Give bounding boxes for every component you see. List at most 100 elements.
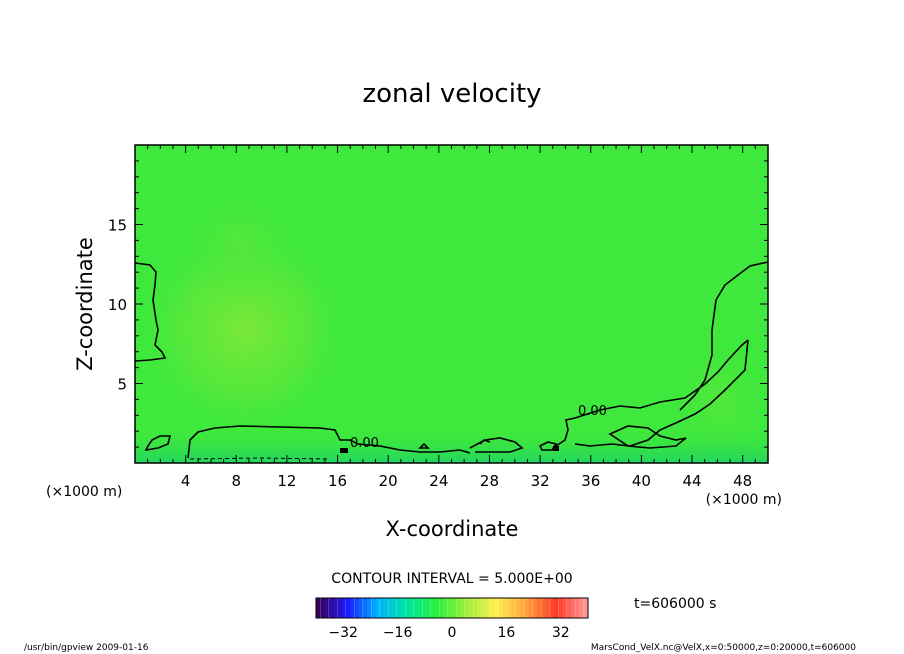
time-label: t=606000 s [634,596,716,612]
colorbar-segment [511,598,517,618]
colorbar-segment [481,598,487,618]
colorbar-segment [579,598,585,618]
y-tick-label: 5 [117,376,127,394]
x-tick-label: 8 [232,472,242,490]
colorbar-segment [443,598,449,618]
colorbar-segment [498,598,504,618]
colorbar-segment [473,598,478,618]
colorbar-segment [503,598,508,618]
x-tick-label: 32 [531,472,550,490]
colorbar-segment [324,598,330,618]
y-axis-title: Z-coordinate [73,237,97,371]
x-axis-title: X-coordinate [386,517,519,541]
y-tick-label: 15 [108,217,127,235]
colorbar-segment [460,598,466,618]
colorbar-segment [494,598,500,618]
colorbar-segment [413,598,419,618]
colorbar-segment [575,598,580,618]
x-tick-label: 36 [581,472,600,490]
contour-surface-small3 [418,442,430,449]
colorbar-segment [507,598,512,618]
x-unit-label: (×1000 m) [706,492,782,508]
x-tick-label: 12 [277,472,296,490]
colorbar-segment [405,598,410,618]
colorbar-segment [375,598,381,618]
contour-surface-mid [469,437,524,453]
colorbar-segment [337,598,342,618]
colorbar-segment [426,598,432,618]
contour-right-top [679,261,768,411]
positive-velocity-blob-upper [170,180,310,300]
colorbar-segment [486,598,491,618]
colorbar-segment [328,598,334,618]
colorbar-segment [401,598,406,618]
colorbar-segment [367,598,372,618]
colorbar-segment [320,598,325,618]
colorbar-tick-label: 32 [552,625,570,641]
colorbar-segment [541,598,546,618]
colorbar-segment [515,598,521,618]
contour-label-right: 0.00 [578,404,607,419]
colorbar-segment [532,598,538,618]
colorbar-segment [558,598,563,618]
surface-contour-spot2 [553,446,559,451]
contour-label-left: 0.00 [350,436,379,451]
x-tick-label: 48 [733,472,752,490]
contour-interval: CONTOUR INTERVAL = 5.000E+00 [331,571,572,587]
negative-contour-lines [189,457,331,460]
colorbar-segment [362,598,368,618]
x-tick-label: 20 [379,472,398,490]
y-tick-label: 10 [108,296,127,314]
colorbar-segment [537,598,542,618]
colorbar-segment [316,598,321,618]
x-tick-label: 4 [181,472,191,490]
colorbar-segment [371,598,376,618]
colorbar-segment [388,598,393,618]
colorbar-segment [430,598,436,618]
colorbar-segment [452,598,457,618]
colorbar-segment [520,598,525,618]
colorbar-segment [418,598,423,618]
colorbar-segment [566,598,572,618]
colorbar-segment [447,598,453,618]
x-tick-label: 16 [328,472,347,490]
contour-surface-small2 [479,439,491,445]
contour-right-upper [574,339,749,447]
contour-surface-main [187,425,471,459]
colorbar-frame [315,597,589,619]
colorbar-segment [422,598,427,618]
colorbar-segment [477,598,483,618]
colorbar-segment [456,598,461,618]
colorbar-segment [571,598,576,618]
footer-right: MarsCond_VelX.nc@VelX,x=0:50000,z=0:2000… [591,643,856,653]
x-tick-label: 24 [429,472,448,490]
colorbar-segment [524,598,529,618]
colorbar-segment [384,598,389,618]
colorbar-segment [396,598,402,618]
chart-title: zonal velocity [362,79,541,109]
contour-right-rise [555,339,749,447]
y-axis-ticks: 5 10 15 [108,160,768,448]
colorbar-ticks: −32 −16 0 16 32 [328,625,569,641]
colorbar-segment [354,598,359,618]
colorbar-tick-label: 0 [448,625,457,641]
colorbar-segment [435,598,440,618]
colorbar-segment [554,598,559,618]
colorbar-segment [333,598,338,618]
colorbar-segment [562,598,568,618]
colorbar [316,598,589,618]
plot-area [135,145,768,463]
colorbar-segment [490,598,495,618]
colorbar-segment [409,598,415,618]
x-tick-label: 44 [682,472,701,490]
near-surface-negative-strip [135,428,768,463]
colorbar-segment [583,598,589,618]
colorbar-segment [545,598,551,618]
colorbar-segment [350,598,355,618]
colorbar-segment [528,598,534,618]
surface-contour-spot [340,448,348,453]
colorbar-tick-label: 16 [497,625,515,641]
colorbar-tick-label: −32 [328,625,358,641]
contour-left-edge [135,262,167,362]
